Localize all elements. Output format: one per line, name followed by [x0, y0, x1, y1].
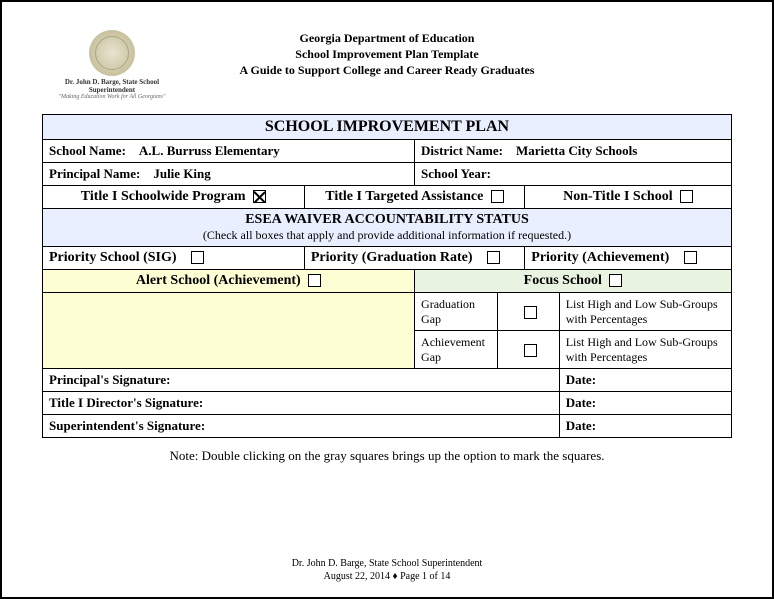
footer-line1: Dr. John D. Barge, State School Superint…: [2, 558, 772, 571]
district-name-label: District Name:: [421, 143, 503, 158]
ach-gap-label: Achievement Gap: [415, 331, 498, 369]
focus-school-cell: Focus School: [415, 270, 732, 293]
grad-gap-check-cell: [497, 293, 559, 331]
grad-gap-checkbox[interactable]: [524, 306, 537, 319]
note-text: Note: Double clicking on the gray square…: [42, 448, 732, 464]
program-nontitle-label: Non-Title I School: [563, 189, 672, 204]
program-schoolwide-label: Title I Schoolwide Program: [81, 189, 246, 204]
alert-school-cell: Alert School (Achievement): [43, 270, 415, 293]
header-dept: Georgia Department of Education: [182, 30, 592, 46]
priority-grad-label: Priority (Graduation Rate): [311, 250, 473, 265]
school-name-cell: School Name: A.L. Burruss Elementary: [43, 140, 415, 163]
seal-block: Dr. John D. Barge, State School Superint…: [42, 30, 182, 100]
superintendent-signature-label: Superintendent's Signature:: [43, 415, 560, 438]
principal-name-value: Julie King: [153, 166, 210, 181]
priority-ach-checkbox[interactable]: [684, 251, 697, 264]
program-targeted-label: Title I Targeted Assistance: [325, 189, 483, 204]
ach-gap-desc: List High and Low Sub-Groups with Percen…: [559, 331, 731, 369]
program-nontitle-checkbox[interactable]: [680, 190, 693, 203]
school-year-cell: School Year:: [415, 163, 732, 186]
grad-gap-label: Graduation Gap: [415, 293, 498, 331]
principal-date-label: Date:: [559, 369, 731, 392]
principal-name-cell: Principal Name: Julie King: [43, 163, 415, 186]
alert-school-label: Alert School (Achievement): [136, 273, 301, 288]
program-schoolwide-checkbox[interactable]: [253, 190, 266, 203]
district-name-cell: District Name: Marietta City Schools: [415, 140, 732, 163]
superintendent-date-label: Date:: [559, 415, 731, 438]
priority-ach-cell: Priority (Achievement): [525, 247, 732, 270]
esea-title: ESEA WAIVER ACCOUNTABILITY STATUS: [49, 212, 725, 228]
ach-gap-checkbox[interactable]: [524, 344, 537, 357]
priority-grad-checkbox[interactable]: [487, 251, 500, 264]
program-nontitle-cell: Non-Title I School: [525, 186, 732, 209]
form-table: SCHOOL IMPROVEMENT PLAN School Name: A.L…: [42, 114, 732, 438]
alert-school-checkbox[interactable]: [308, 274, 321, 287]
program-schoolwide-cell: Title I Schoolwide Program: [43, 186, 305, 209]
footer: Dr. John D. Barge, State School Superint…: [2, 558, 772, 583]
program-targeted-cell: Title I Targeted Assistance: [304, 186, 524, 209]
footer-line2: August 22, 2014 ♦ Page 1 of 14: [2, 571, 772, 584]
header-template: School Improvement Plan Template: [182, 46, 592, 62]
ach-gap-check-cell: [497, 331, 559, 369]
priority-sig-checkbox[interactable]: [191, 251, 204, 264]
district-name-value: Marietta City Schools: [516, 143, 637, 158]
seal-motto: "Making Education Work for All Georgians…: [42, 94, 182, 100]
principal-name-label: Principal Name:: [49, 166, 140, 181]
esea-heading: ESEA WAIVER ACCOUNTABILITY STATUS (Check…: [43, 209, 732, 247]
seal-name: Dr. John D. Barge, State School Superint…: [42, 78, 182, 94]
school-year-label: School Year:: [421, 166, 491, 181]
priority-sig-label: Priority School (SIG): [49, 250, 177, 265]
esea-instr: (Check all boxes that apply and provide …: [49, 228, 725, 243]
state-seal-icon: [89, 30, 135, 76]
priority-ach-label: Priority (Achievement): [531, 250, 669, 265]
header-subtitle: A Guide to Support College and Career Re…: [182, 62, 592, 78]
form-title: SCHOOL IMPROVEMENT PLAN: [43, 115, 732, 140]
title1-date-label: Date:: [559, 392, 731, 415]
school-name-value: A.L. Burruss Elementary: [139, 143, 280, 158]
school-name-label: School Name:: [49, 143, 126, 158]
header-text: Georgia Department of Education School I…: [182, 30, 732, 79]
priority-grad-cell: Priority (Graduation Rate): [304, 247, 524, 270]
principal-signature-label: Principal's Signature:: [43, 369, 560, 392]
header-row: Dr. John D. Barge, State School Superint…: [42, 30, 732, 100]
priority-sig-cell: Priority School (SIG): [43, 247, 305, 270]
program-targeted-checkbox[interactable]: [491, 190, 504, 203]
title1-signature-label: Title I Director's Signature:: [43, 392, 560, 415]
document-page: Dr. John D. Barge, State School Superint…: [0, 0, 774, 599]
grad-gap-desc: List High and Low Sub-Groups with Percen…: [559, 293, 731, 331]
focus-school-checkbox[interactable]: [609, 274, 622, 287]
focus-school-label: Focus School: [524, 273, 602, 288]
alert-empty-cell: [43, 293, 415, 369]
